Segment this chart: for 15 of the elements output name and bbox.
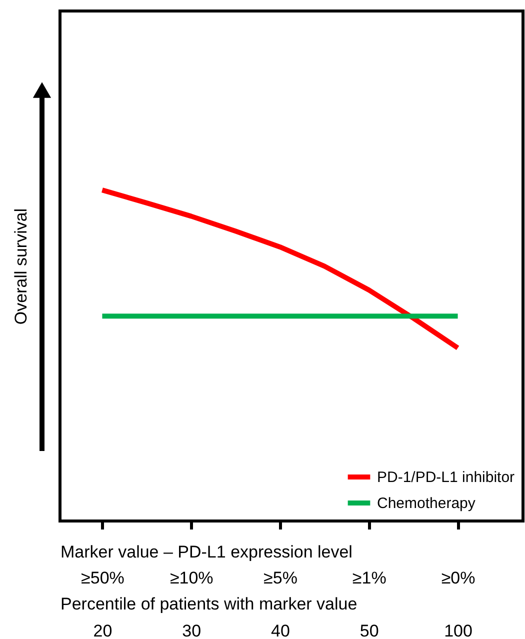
x-axis-title: Marker value – PD-L1 expression level bbox=[60, 542, 352, 562]
text: 100 bbox=[444, 622, 472, 639]
x-tick-label: ≥5% bbox=[264, 568, 298, 588]
x2-axis-title: Percentile of patients with marker value bbox=[60, 594, 358, 614]
text: 20 bbox=[93, 622, 112, 639]
text: 40 bbox=[271, 622, 290, 639]
x-tick-label: ≥50% bbox=[81, 568, 124, 588]
x-tick-label: ≥10% bbox=[170, 568, 214, 588]
text: 50 bbox=[360, 622, 379, 639]
legend-label: Chemotherapy bbox=[377, 495, 476, 512]
x-tick-label: ≥1% bbox=[352, 568, 386, 588]
text: 30 bbox=[182, 622, 202, 639]
legend-label: PD-1/PD-L1 inhibitor bbox=[377, 469, 515, 486]
x-tick-label: ≥0% bbox=[441, 568, 476, 588]
y-axis-title: Overall survival bbox=[12, 208, 30, 325]
